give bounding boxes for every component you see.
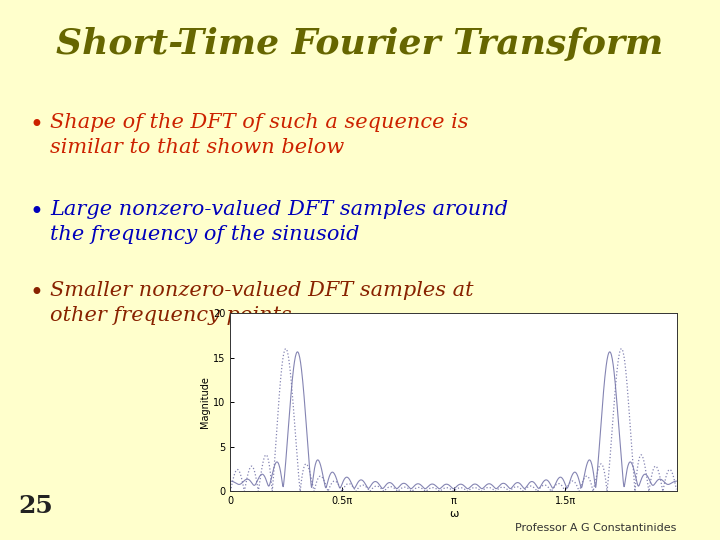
Text: 25: 25	[18, 495, 53, 518]
Text: •: •	[29, 200, 43, 224]
Text: •: •	[29, 281, 43, 305]
Text: Professor A G Constantinides: Professor A G Constantinides	[516, 523, 677, 534]
Y-axis label: Magnitude: Magnitude	[200, 376, 210, 428]
Text: •: •	[29, 113, 43, 137]
Text: Large nonzero-valued DFT samples around
the frequency of the sinusoid: Large nonzero-valued DFT samples around …	[50, 200, 508, 244]
X-axis label: ω: ω	[449, 509, 459, 519]
Text: Smaller nonzero-valued DFT samples at
other frequency points: Smaller nonzero-valued DFT samples at ot…	[50, 281, 474, 325]
Text: Shape of the DFT of such a sequence is
similar to that shown below: Shape of the DFT of such a sequence is s…	[50, 113, 469, 157]
Text: Short-Time Fourier Transform: Short-Time Fourier Transform	[56, 27, 664, 61]
